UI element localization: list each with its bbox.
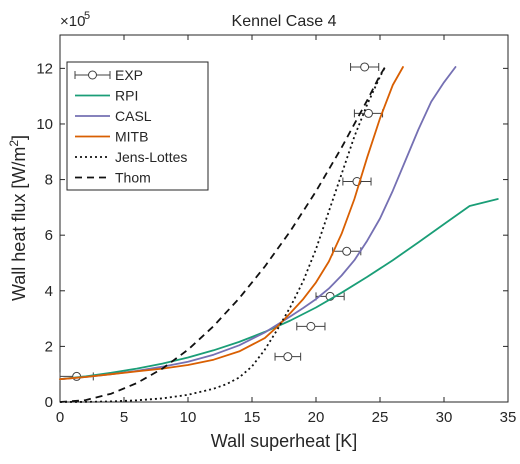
y-exponent: ×10 5 <box>60 10 90 30</box>
legend-swatch <box>88 70 97 80</box>
x-tick-label: 10 <box>180 409 197 426</box>
y-tick-label: 4 <box>45 283 53 300</box>
series-thom <box>59 66 386 403</box>
series-casl <box>59 66 457 381</box>
series-line <box>59 66 386 403</box>
series-layer <box>59 62 499 403</box>
legend-box <box>66 61 209 191</box>
legend-label: EXP <box>115 67 143 83</box>
y-axis-title-sup: 2 <box>7 140 21 147</box>
chart-title: Kennel Case 4 <box>232 13 337 30</box>
data-point <box>283 352 293 362</box>
data-point <box>363 108 373 118</box>
x-tick-label: 5 <box>120 409 128 426</box>
y-axis-title: Wall heat flux [W/m2] <box>7 135 29 301</box>
y-axis-title-base: Wall heat flux [W/m <box>9 147 29 301</box>
y-axis-title-end: ] <box>9 135 29 140</box>
x-tick-label: 35 <box>500 409 517 426</box>
legend-label: CASL <box>115 108 152 124</box>
legend-label: Jens-Lottes <box>115 149 187 165</box>
x-tick-label: 15 <box>244 409 261 426</box>
y-exponent-base: ×10 <box>60 13 85 30</box>
series-jens-lottes <box>59 66 386 403</box>
x-tick-label: 0 <box>56 409 64 426</box>
x-tick-label: 25 <box>372 409 389 426</box>
series-line <box>59 66 457 381</box>
y-axis: 0 2 4 6 8 10 12 <box>36 60 508 411</box>
x-axis: 0 5 10 15 20 25 30 35 <box>56 35 517 426</box>
y-tick-label: 0 <box>45 394 53 411</box>
y-tick-label: 12 <box>36 60 53 77</box>
y-tick-label: 8 <box>45 172 53 189</box>
y-exponent-power: 5 <box>84 10 90 22</box>
y-tick-label: 2 <box>45 338 53 355</box>
x-tick-label: 20 <box>308 409 325 426</box>
series-line <box>59 66 386 403</box>
y-tick-label: 6 <box>45 227 53 244</box>
legend: EXP RPI CASL MITB Jens-Lottes Thom <box>66 61 209 191</box>
data-point <box>342 246 352 256</box>
legend-label: MITB <box>115 129 148 145</box>
y-tick-label: 10 <box>36 116 53 133</box>
legend-label: RPI <box>115 88 138 104</box>
data-point <box>306 321 316 331</box>
x-tick-label: 30 <box>436 409 453 426</box>
legend-label: Thom <box>115 170 151 186</box>
x-axis-title: Wall superheat [K] <box>211 431 357 451</box>
data-point <box>360 62 370 72</box>
